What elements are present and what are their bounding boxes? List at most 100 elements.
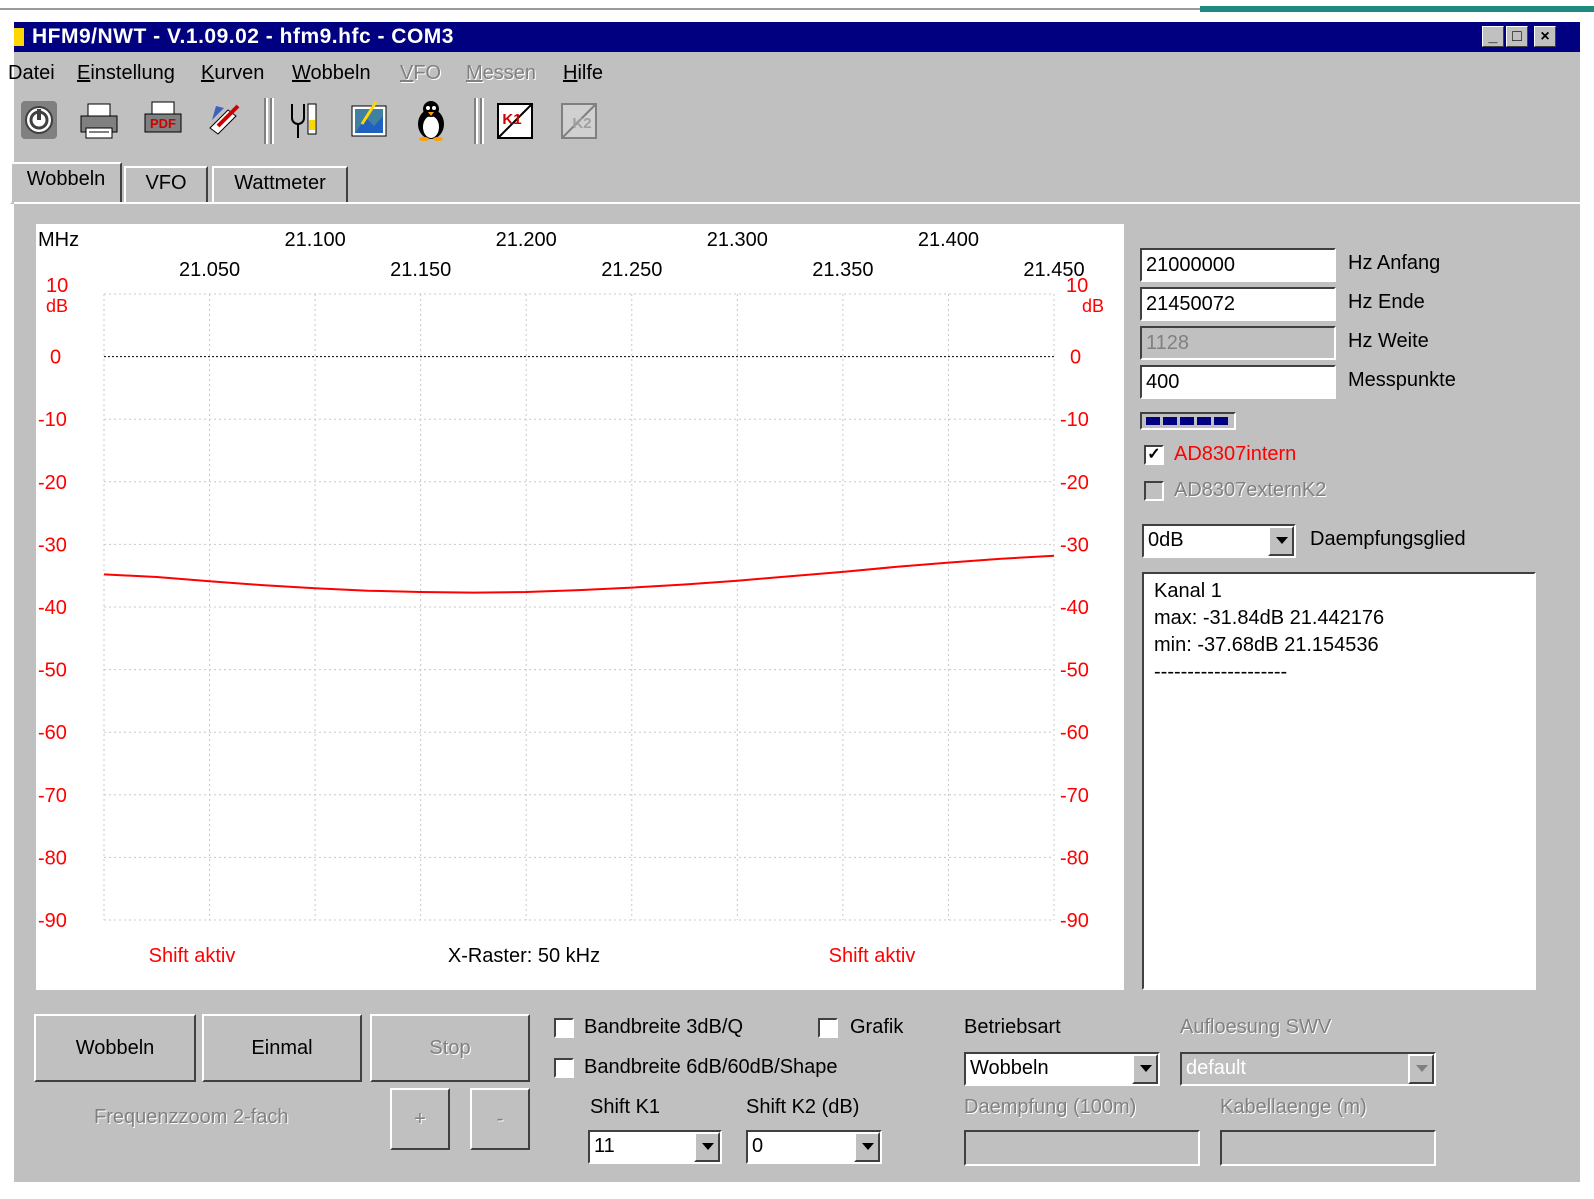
grafik-checkbox[interactable] (818, 1018, 838, 1038)
y-tick-label: 10 (1066, 275, 1088, 297)
bandwidth-3db-checkbox[interactable] (554, 1018, 574, 1038)
swr-resolution-select[interactable]: default (1180, 1052, 1436, 1086)
maximize-button[interactable]: □ (1506, 26, 1528, 47)
x-tick-label: 21.350 (812, 259, 873, 281)
menu-vfo[interactable]: VFO (400, 62, 442, 84)
chevron-down-icon[interactable] (854, 1132, 880, 1162)
x-tick-label: 21.250 (601, 259, 662, 281)
progress-segment (1197, 417, 1211, 425)
menu-datei[interactable]: Datei (8, 62, 55, 84)
cable-length-input[interactable] (1220, 1130, 1436, 1166)
tab-wattmeter[interactable]: Wattmeter (212, 166, 348, 204)
y-tick-label: -30 (38, 534, 67, 556)
zoom-plus-button[interactable]: + (390, 1088, 450, 1150)
background-window-edge (1200, 6, 1594, 12)
background-strip (0, 0, 1594, 22)
y-tick-label: -10 (38, 409, 67, 431)
progress-segment (1146, 417, 1160, 425)
tools-icon[interactable] (282, 98, 324, 142)
k2-icon[interactable]: K2 (558, 98, 600, 142)
ad8307-intern-label: AD8307intern (1174, 443, 1297, 465)
wobbeln-button[interactable]: Wobbeln (34, 1014, 196, 1082)
y-tick-label: -80 (38, 847, 67, 869)
menu-einstellung[interactable]: Einstellung (77, 62, 175, 84)
memo-line: Kanal 1 (1154, 580, 1222, 602)
x-tick-label: 21.050 (179, 259, 240, 281)
chevron-down-icon[interactable] (1132, 1054, 1158, 1084)
chevron-down-icon[interactable] (694, 1132, 720, 1162)
result-memo[interactable]: Kanal 1 max: -31.84dB 21.442176 min: -37… (1142, 572, 1536, 990)
cable-length-label: Kabellaenge (m) (1220, 1096, 1367, 1118)
image-icon[interactable] (348, 98, 390, 142)
y-tick-label: 0 (1070, 347, 1081, 369)
shift-k2-value: 0 (752, 1135, 764, 1157)
zoom-minus-button[interactable]: - (470, 1088, 530, 1150)
title-bar[interactable]: HFM9/NWT - V.1.09.02 - hfm9.hfc - COM3 _… (14, 22, 1580, 52)
y-tick-label: -90 (1060, 910, 1089, 932)
einmal-button[interactable]: Einmal (202, 1014, 362, 1082)
y-tick-label: -50 (38, 660, 67, 682)
app-window: HFM9/NWT - V.1.09.02 - hfm9.hfc - COM3 _… (8, 22, 1580, 1182)
toolbar-separator (264, 98, 268, 144)
y-tick-label: -80 (1060, 847, 1089, 869)
menu-hilfe[interactable]: Hilfe (563, 62, 604, 84)
power-icon[interactable] (18, 98, 60, 142)
damping-input[interactable] (964, 1130, 1200, 1166)
shift-k2-select[interactable]: 0 (746, 1130, 882, 1164)
toolbar-separator (474, 98, 478, 144)
window-title: HFM9/NWT - V.1.09.02 - hfm9.hfc - COM3 (32, 25, 454, 48)
y-tick-label: 10 (46, 275, 68, 297)
pdf-icon[interactable]: PDF (142, 98, 184, 142)
edit-icon[interactable] (204, 98, 246, 142)
shift-k1-select[interactable]: 11 (588, 1130, 722, 1164)
divider (0, 8, 1594, 10)
ad8307-extern-checkbox[interactable] (1144, 481, 1164, 501)
y-tick-label: 0 (50, 347, 61, 369)
menu-wobbeln[interactable]: Wobbeln (292, 62, 371, 84)
mode-label: Betriebsart (964, 1016, 1061, 1038)
y-tick-label: -50 (1060, 660, 1089, 682)
x-tick-label: 21.100 (285, 229, 346, 251)
chart-canvas: MHz 21.100 21.200 21.300 21.400 21.050 21.150 2… (38, 229, 1104, 967)
y-tick-label: -40 (1060, 597, 1089, 619)
measure-points-input[interactable]: 400 (1140, 365, 1336, 399)
ad8307-intern-checkbox[interactable]: ✓ (1144, 445, 1164, 465)
svg-text:PDF: PDF (150, 116, 176, 131)
progress-indicator (1140, 412, 1236, 430)
memo-line: min: -37.68dB 21.154536 (1154, 634, 1379, 656)
stop-button[interactable]: Stop (370, 1014, 530, 1082)
bandwidth-6db-checkbox[interactable] (554, 1058, 574, 1078)
shift-k1-value: 11 (594, 1135, 615, 1157)
print-icon[interactable] (78, 98, 120, 142)
svg-text:K2: K2 (572, 115, 591, 132)
y-tick-label: -20 (38, 472, 67, 494)
shift-k1-label: Shift K1 (590, 1096, 661, 1118)
menu-messen[interactable]: Messen (466, 62, 537, 84)
menu-kurven[interactable]: Kurven (201, 62, 265, 84)
close-button[interactable]: × (1534, 26, 1556, 47)
tab-wobbeln[interactable]: Wobbeln (10, 162, 122, 204)
start-frequency-input[interactable]: 21000000 (1140, 248, 1336, 282)
mode-select[interactable]: Wobbeln (964, 1052, 1160, 1086)
tab-vfo[interactable]: VFO (124, 166, 208, 204)
x-tick-label: 21.150 (390, 259, 451, 281)
y-tick-label: -40 (38, 597, 67, 619)
chevron-down-icon[interactable] (1268, 526, 1294, 556)
toolbar-separator (480, 98, 484, 144)
sweep-chart[interactable]: MHz 21.100 21.200 21.300 21.400 21.050 21.150 2… (36, 224, 1124, 990)
k1-icon[interactable]: K1 (494, 98, 536, 142)
memo-line: -------------------- (1154, 661, 1288, 683)
progress-segment (1214, 417, 1228, 425)
series-line (103, 554, 1055, 594)
chevron-down-icon[interactable] (1408, 1054, 1434, 1084)
minimize-button[interactable]: _ (1482, 26, 1504, 47)
x-grid-spacing-label: X-Raster: 50 kHz (448, 945, 600, 967)
step-width-input[interactable]: 1128 (1140, 326, 1336, 360)
step-width-label: Hz Weite (1348, 330, 1429, 352)
memo-line: max: -31.84dB 21.442176 (1154, 607, 1385, 629)
penguin-icon[interactable] (410, 98, 452, 142)
swr-resolution-value: default (1186, 1057, 1247, 1079)
end-frequency-input[interactable]: 21450072 (1140, 287, 1336, 321)
x-tick-label: 21.200 (496, 229, 557, 251)
attenuator-select[interactable]: 0dB (1142, 524, 1296, 558)
